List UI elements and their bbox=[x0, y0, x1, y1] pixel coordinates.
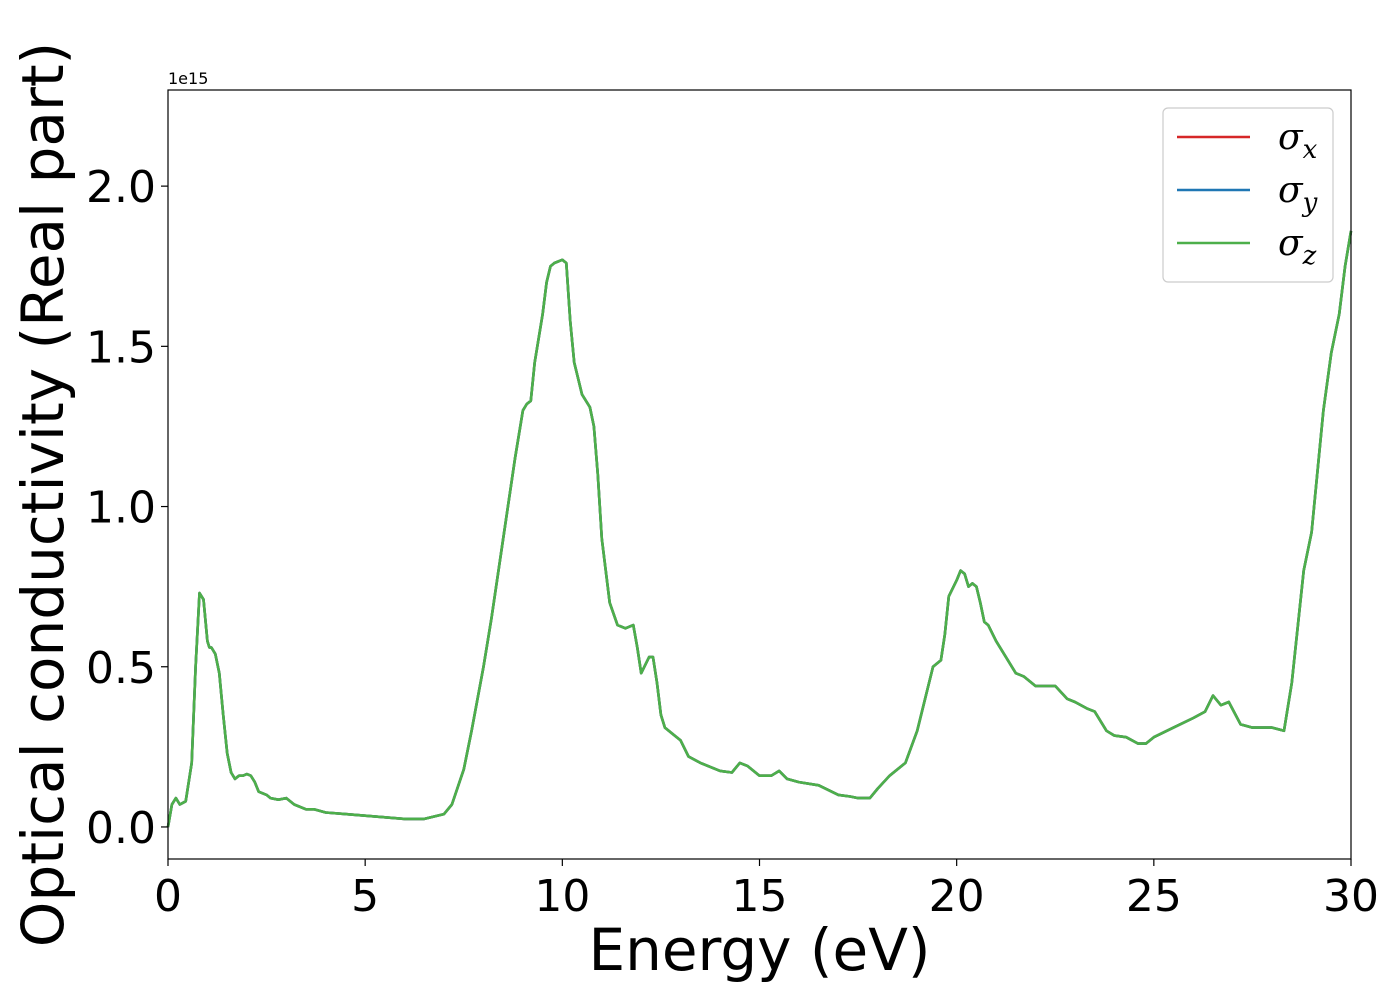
x-tick-label: 20 bbox=[929, 871, 985, 922]
y-axis-title: Optical conductivity (Real part) bbox=[9, 42, 77, 947]
y-tick-label: 2.0 bbox=[86, 162, 156, 213]
legend-box bbox=[1162, 107, 1334, 283]
y-offset-label: 1e15 bbox=[168, 69, 208, 88]
x-axis-title: Energy (eV) bbox=[588, 916, 930, 984]
x-tick-label: 15 bbox=[732, 871, 788, 922]
y-tick-label: 0.0 bbox=[86, 803, 156, 854]
series-group bbox=[166, 230, 1353, 828]
x-tick-label: 10 bbox=[534, 871, 590, 922]
x-tick-label: 30 bbox=[1323, 871, 1379, 922]
legend-label-sigma-y: σy bbox=[1278, 170, 1318, 218]
x-axis: 0 5 10 15 20 25 30 bbox=[154, 859, 1379, 922]
y-tick-label: 1.5 bbox=[86, 322, 156, 373]
legend-subscript: y bbox=[1302, 188, 1318, 218]
y-tick-label: 1.0 bbox=[86, 483, 156, 534]
x-tick-label: 5 bbox=[351, 871, 379, 922]
y-tick-label: 0.5 bbox=[86, 643, 156, 694]
legend-subscript: z bbox=[1302, 241, 1317, 271]
y-axis: 0.0 0.5 1.0 1.5 2.0 bbox=[86, 162, 168, 854]
series-line-sigma-z bbox=[166, 230, 1353, 828]
x-tick-label: 0 bbox=[154, 871, 182, 922]
x-tick-label: 25 bbox=[1126, 871, 1182, 922]
legend-label-sigma-x: σx bbox=[1278, 117, 1318, 165]
legend-subscript: x bbox=[1303, 135, 1318, 165]
